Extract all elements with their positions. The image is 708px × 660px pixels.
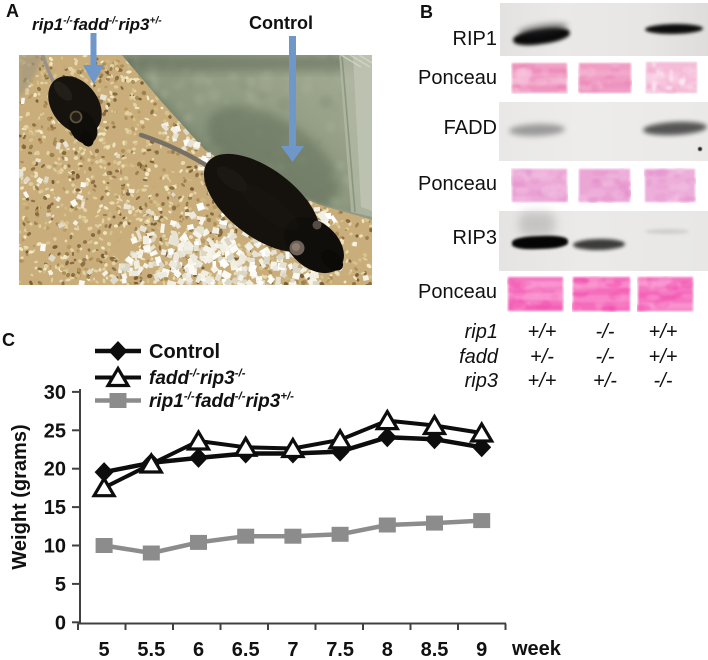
svg-text:15: 15 — [44, 497, 66, 519]
svg-text:7.5: 7.5 — [326, 639, 354, 660]
svg-text:30: 30 — [44, 382, 66, 404]
svg-text:25: 25 — [44, 420, 66, 442]
svg-text:week: week — [511, 638, 562, 660]
svg-text:7: 7 — [287, 639, 298, 660]
svg-text:5.5: 5.5 — [137, 639, 165, 660]
svg-text:0: 0 — [55, 612, 66, 634]
svg-text:6.5: 6.5 — [232, 639, 260, 660]
svg-text:8.5: 8.5 — [421, 639, 449, 660]
svg-text:5: 5 — [55, 574, 66, 596]
svg-text:9: 9 — [476, 639, 487, 660]
svg-text:8: 8 — [382, 639, 393, 660]
svg-text:5: 5 — [99, 639, 110, 660]
svg-text:6: 6 — [193, 639, 204, 660]
svg-text:Weight (grams): Weight (grams) — [9, 424, 31, 569]
svg-text:20: 20 — [44, 459, 66, 481]
svg-text:10: 10 — [44, 536, 66, 558]
